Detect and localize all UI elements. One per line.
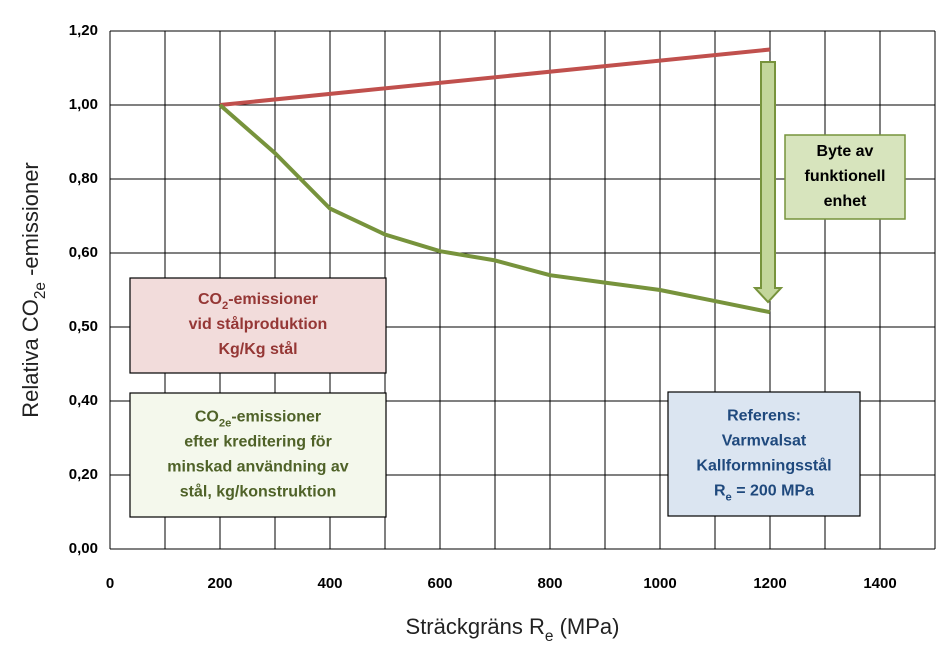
arrow — [752, 61, 784, 304]
annotation-part: Byte av — [817, 143, 874, 160]
annotation-part: Varmvalsat — [722, 433, 807, 450]
annotation-part: 2e — [219, 417, 231, 429]
x-tick-label: 1400 — [863, 575, 896, 592]
x-tick-label: 400 — [317, 575, 342, 592]
annotation: Kallformningsstål — [696, 457, 831, 475]
annotation: Byte av — [817, 143, 874, 160]
annotation: minskad användning av — [167, 459, 348, 476]
note-box — [784, 134, 906, 220]
annotation: efter kreditering för — [184, 434, 332, 451]
y-axis-title-part: 2e — [32, 282, 49, 299]
annotation-part: -emissioner — [231, 409, 321, 426]
x-tick-label: 600 — [427, 575, 452, 592]
y-axis-title-part: -emissioner — [18, 162, 43, 282]
annotation-part: vid stålproduktion — [189, 315, 328, 333]
annotation: enhet — [824, 193, 867, 210]
annotation-part: e — [726, 491, 732, 503]
note-box — [129, 277, 387, 374]
annotation-part: efter kreditering för — [184, 434, 332, 451]
y-tick-label: 0,60 — [69, 244, 98, 261]
x-axis-title: Sträckgräns Re (MPa) — [406, 614, 620, 645]
x-axis-title-part: Sträckgräns R — [406, 614, 545, 639]
note-box — [667, 391, 861, 517]
annotation: CO2-emissioner — [198, 291, 318, 312]
x-tick-label: 800 — [537, 575, 562, 592]
x-axis-title-part: e — [545, 628, 554, 645]
y-tick-label: 0,80 — [69, 170, 98, 187]
annotation-part: enhet — [824, 193, 867, 210]
annotation-part: stål, kg/konstruktion — [180, 483, 336, 501]
x-tick-label: 0 — [106, 575, 114, 592]
x-axis-title-part: (MPa) — [553, 614, 619, 639]
annotation-part: R — [714, 483, 726, 500]
annotation-part: Kallformningsstål — [696, 457, 831, 475]
annotation-part: -emissioner — [228, 291, 318, 308]
annotation: vid stålproduktion — [189, 315, 328, 333]
annotation: Referens: — [727, 408, 801, 425]
series-line — [219, 47, 771, 107]
x-tick-label: 1000 — [643, 575, 676, 592]
annotation-part: Referens: — [727, 408, 801, 425]
y-axis-title-part: Relativa CO — [18, 299, 43, 418]
y-tick-label: 0,40 — [69, 392, 98, 409]
annotation-part: Kg/Kg stål — [218, 340, 297, 358]
y-tick-label: 0,00 — [69, 540, 98, 557]
y-tick-label: 1,20 — [69, 22, 98, 39]
annotation: Kg/Kg stål — [218, 340, 297, 358]
annotation-part: CO — [198, 291, 222, 308]
x-tick-label: 200 — [207, 575, 232, 592]
annotation: stål, kg/konstruktion — [180, 483, 336, 501]
y-axis-title: Relativa CO2e -emissioner — [18, 162, 49, 418]
y-tick-label: 1,00 — [69, 96, 98, 113]
note-box — [129, 392, 387, 518]
annotation-part: funktionell — [805, 168, 886, 185]
y-tick-label: 0,50 — [69, 318, 98, 335]
annotation-part: = 200 MPa — [732, 483, 814, 500]
annotation: CO2e-emissioner — [195, 409, 321, 430]
annotation: funktionell — [805, 168, 886, 185]
annotation-part: 2 — [222, 300, 228, 312]
annotation-part: minskad användning av — [167, 459, 348, 476]
annotation: Re = 200 MPa — [714, 483, 814, 504]
annotation-part: CO — [195, 409, 219, 426]
series-line — [218, 103, 771, 315]
x-tick-label: 1200 — [753, 575, 786, 592]
annotation: Varmvalsat — [722, 433, 807, 450]
y-tick-label: 0,20 — [69, 466, 98, 483]
